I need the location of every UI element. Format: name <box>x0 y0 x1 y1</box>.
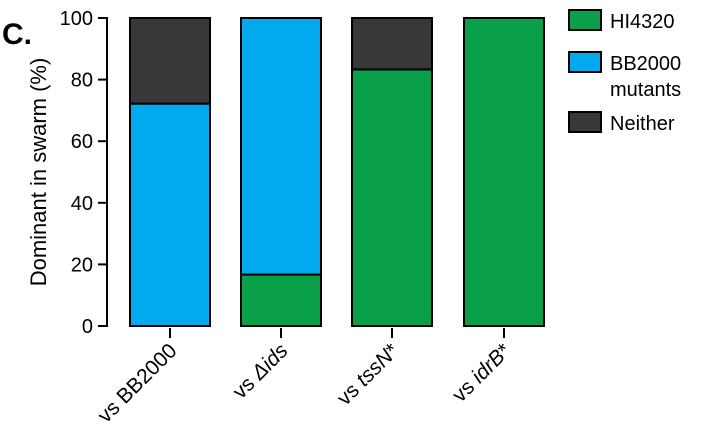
y-tick-label-60: 60 <box>71 131 93 153</box>
legend-swatch-3 <box>568 111 602 133</box>
legend-label-1-line-1: HI4320 <box>610 11 675 33</box>
x-tick-label-2: vs Δids <box>228 339 293 404</box>
legend-swatch-1 <box>568 9 602 31</box>
bar-segment-1-cat-4 <box>463 17 545 327</box>
plot-area <box>129 17 545 328</box>
legend-label-3-line-1: Neither <box>610 113 675 135</box>
bar-segment-1-cat-2 <box>240 273 322 327</box>
legend-label-2-line-2: mutants <box>610 79 681 101</box>
x-tick-label-3: vs tssN* <box>333 339 404 410</box>
y-tick-label-20: 20 <box>71 254 93 276</box>
bar-segment-3-cat-1 <box>129 17 211 105</box>
bar-segment-1-cat-3 <box>351 68 433 327</box>
x-tick-label-1: vs BB2000 <box>93 339 181 427</box>
bar-segment-2-cat-2 <box>240 17 322 276</box>
legend: HI4320 BB2000 mutants Neither <box>568 9 681 135</box>
bar-segment-3-cat-3 <box>351 17 433 71</box>
y-tick-label-100: 100 <box>60 8 93 30</box>
legend-label-2-line-1: BB2000 <box>610 53 681 75</box>
y-tick-label-40: 40 <box>71 193 93 215</box>
y-tick-label-0: 0 <box>82 316 93 338</box>
legend-swatch-2 <box>568 51 602 73</box>
panel-label: C. <box>2 18 32 51</box>
y-tick-label-80: 80 <box>71 70 93 92</box>
x-tick-label-4: vs idrB* <box>448 339 515 406</box>
y-axis-title: Dominant in swarm (%) <box>26 58 51 287</box>
x-tick-label-suffix: BB2000 <box>112 339 181 408</box>
bar-segment-2-cat-1 <box>129 102 211 328</box>
